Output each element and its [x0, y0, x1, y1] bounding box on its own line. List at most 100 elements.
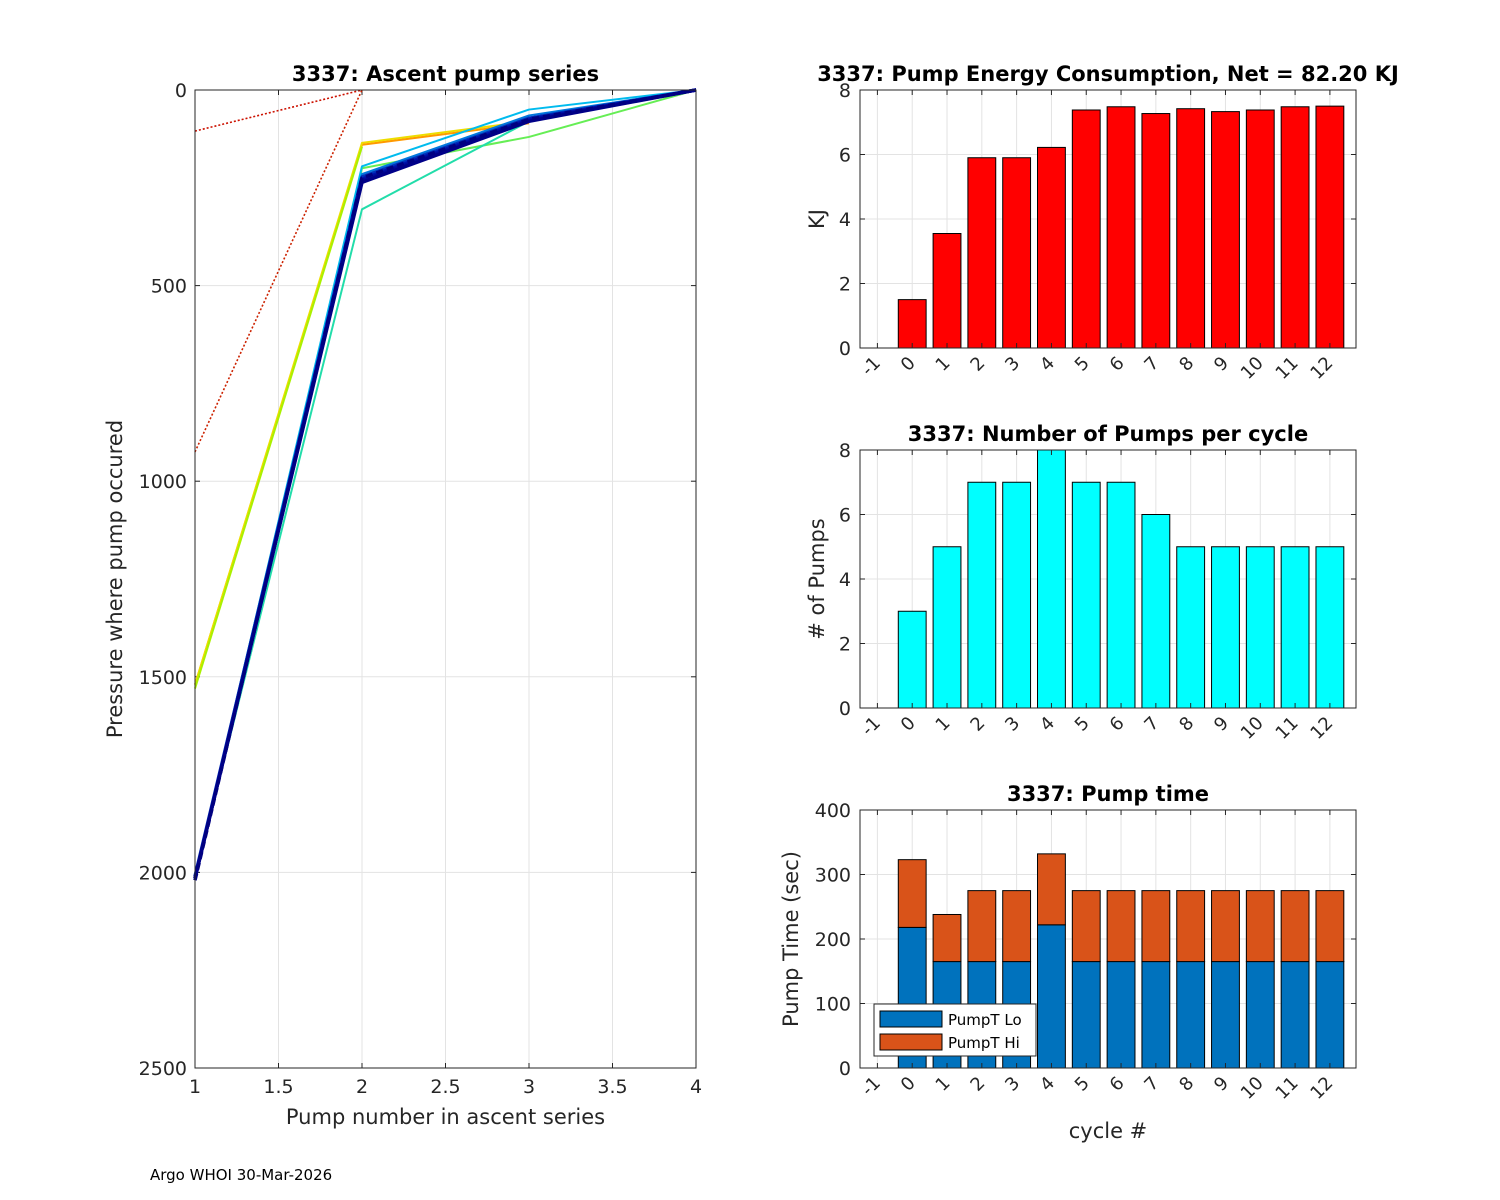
series-line-cycle-2	[194, 146, 363, 689]
x-tick-label: 2	[356, 1076, 368, 1098]
x-tick-label: 8	[1175, 353, 1198, 376]
x-tick-label: 2	[966, 353, 989, 376]
axes-box	[859, 449, 1357, 709]
bar	[1176, 546, 1206, 709]
x-tick-label: 1	[932, 1073, 955, 1096]
x-tick-label: 9	[1210, 713, 1233, 736]
bar	[1141, 113, 1171, 349]
legend-swatch-pumpt-hi	[879, 1033, 943, 1051]
y-tick-label: 0	[839, 698, 851, 720]
axes-box	[859, 89, 1357, 349]
bar-pumpt-hi	[1037, 853, 1066, 926]
series-line-cycle--1b	[194, 89, 363, 453]
x-tick-label: 4	[690, 1076, 702, 1098]
x-tick-label: 2	[966, 1073, 989, 1096]
bar	[1280, 106, 1310, 349]
x-tick-label: 5	[1071, 713, 1094, 736]
bar-pumpt-hi	[932, 913, 962, 963]
y-tick-label: 8	[839, 440, 851, 462]
x-tick-label: 10	[1237, 353, 1268, 384]
x-tick-label: 8	[1175, 1073, 1198, 1096]
bar-pumpt-lo	[1037, 924, 1066, 1069]
bar-pumpt-lo	[1280, 961, 1310, 1069]
bar-pumpt-hi	[897, 859, 927, 928]
bar	[1106, 106, 1136, 349]
x-tick-label: 6	[1106, 1073, 1129, 1096]
y-tick-label: 8	[839, 80, 851, 102]
bar-pumpt-hi	[1071, 890, 1101, 963]
y-tick-label: 2000	[139, 862, 187, 884]
x-tick-label: -1	[857, 1073, 885, 1101]
x-tick-label: 11	[1272, 713, 1303, 744]
bar	[1280, 546, 1310, 709]
y-tick-label: 500	[151, 276, 187, 298]
bar	[1071, 481, 1101, 709]
bar-pumpt-lo	[1141, 961, 1171, 1069]
x-tick-label: 4	[1036, 353, 1059, 376]
bar-pumpt-hi	[1211, 890, 1240, 963]
y-tick-label: 6	[839, 145, 851, 167]
bar-pumpt-hi	[1106, 890, 1136, 963]
x-tick-label: 3	[1001, 1073, 1024, 1096]
x-tick-label: -1	[857, 353, 885, 381]
x-tick-label: 12	[1306, 713, 1337, 744]
y-axis-label: KJ	[805, 209, 829, 229]
bar	[932, 233, 962, 349]
x-tick-label: 9	[1210, 1073, 1233, 1096]
x-tick-label: 0	[897, 1073, 920, 1096]
bar	[1002, 481, 1032, 709]
y-tick-label: 2	[839, 634, 851, 656]
y-tick-label: 1500	[139, 667, 187, 689]
chart-title: 3337: Number of Pumps per cycle	[908, 422, 1308, 446]
x-tick-label: 3.5	[597, 1076, 627, 1098]
footer-credit: Argo WHOI 30-Mar-2026	[150, 1166, 333, 1184]
bar-pumpt-hi	[1176, 890, 1206, 963]
bar	[897, 610, 927, 709]
x-tick-label: 3	[523, 1076, 535, 1098]
bar-pumpt-lo	[1176, 961, 1206, 1069]
x-tick-label: 6	[1106, 713, 1129, 736]
x-axis-label: cycle #	[1069, 1119, 1148, 1143]
bar	[967, 481, 997, 709]
bar	[1245, 546, 1275, 709]
bar-pumpt-lo	[1245, 961, 1275, 1069]
x-tick-label: 3	[1001, 713, 1024, 736]
bar	[897, 299, 927, 349]
chart-title: 3337: Ascent pump series	[292, 62, 599, 86]
y-tick-label: 200	[815, 929, 851, 951]
y-tick-label: 400	[815, 800, 851, 822]
x-tick-label: 1	[932, 353, 955, 376]
x-tick-label: 3	[1001, 353, 1024, 376]
x-tick-label: 10	[1237, 1073, 1268, 1104]
bar-pumpt-hi	[967, 890, 997, 963]
y-tick-label: 6	[839, 505, 851, 527]
x-tick-label: 4	[1036, 713, 1059, 736]
bar	[1211, 546, 1240, 709]
chart-title: 3337: Pump Energy Consumption, Net = 82.…	[817, 62, 1399, 86]
bar	[1002, 157, 1032, 349]
x-tick-label: 2	[966, 713, 989, 736]
y-tick-label: 1000	[139, 471, 187, 493]
x-tick-label: 9	[1210, 353, 1233, 376]
legend-label: PumpT Hi	[948, 1034, 1020, 1052]
bar-pumpt-lo	[1071, 961, 1101, 1069]
y-tick-label: 0	[839, 1058, 851, 1080]
legend-label: PumpT Lo	[948, 1011, 1022, 1029]
x-tick-label: 5	[1071, 353, 1094, 376]
bar-pumpt-hi	[1002, 890, 1032, 963]
y-axis-label: # of Pumps	[805, 518, 829, 640]
bar	[967, 157, 997, 349]
bar-pumpt-hi	[1280, 890, 1310, 963]
x-tick-label: 12	[1306, 1073, 1337, 1104]
y-axis-label: Pressure where pump occured	[103, 420, 127, 738]
axes-box	[194, 89, 697, 1069]
bar	[1141, 514, 1171, 709]
y-tick-label: 4	[839, 209, 851, 231]
x-tick-label: 0	[897, 713, 920, 736]
x-tick-label: 1.5	[263, 1076, 293, 1098]
bar	[1315, 546, 1345, 709]
bar	[1037, 146, 1066, 349]
x-tick-label: 11	[1272, 1073, 1303, 1104]
bar	[1245, 109, 1275, 349]
